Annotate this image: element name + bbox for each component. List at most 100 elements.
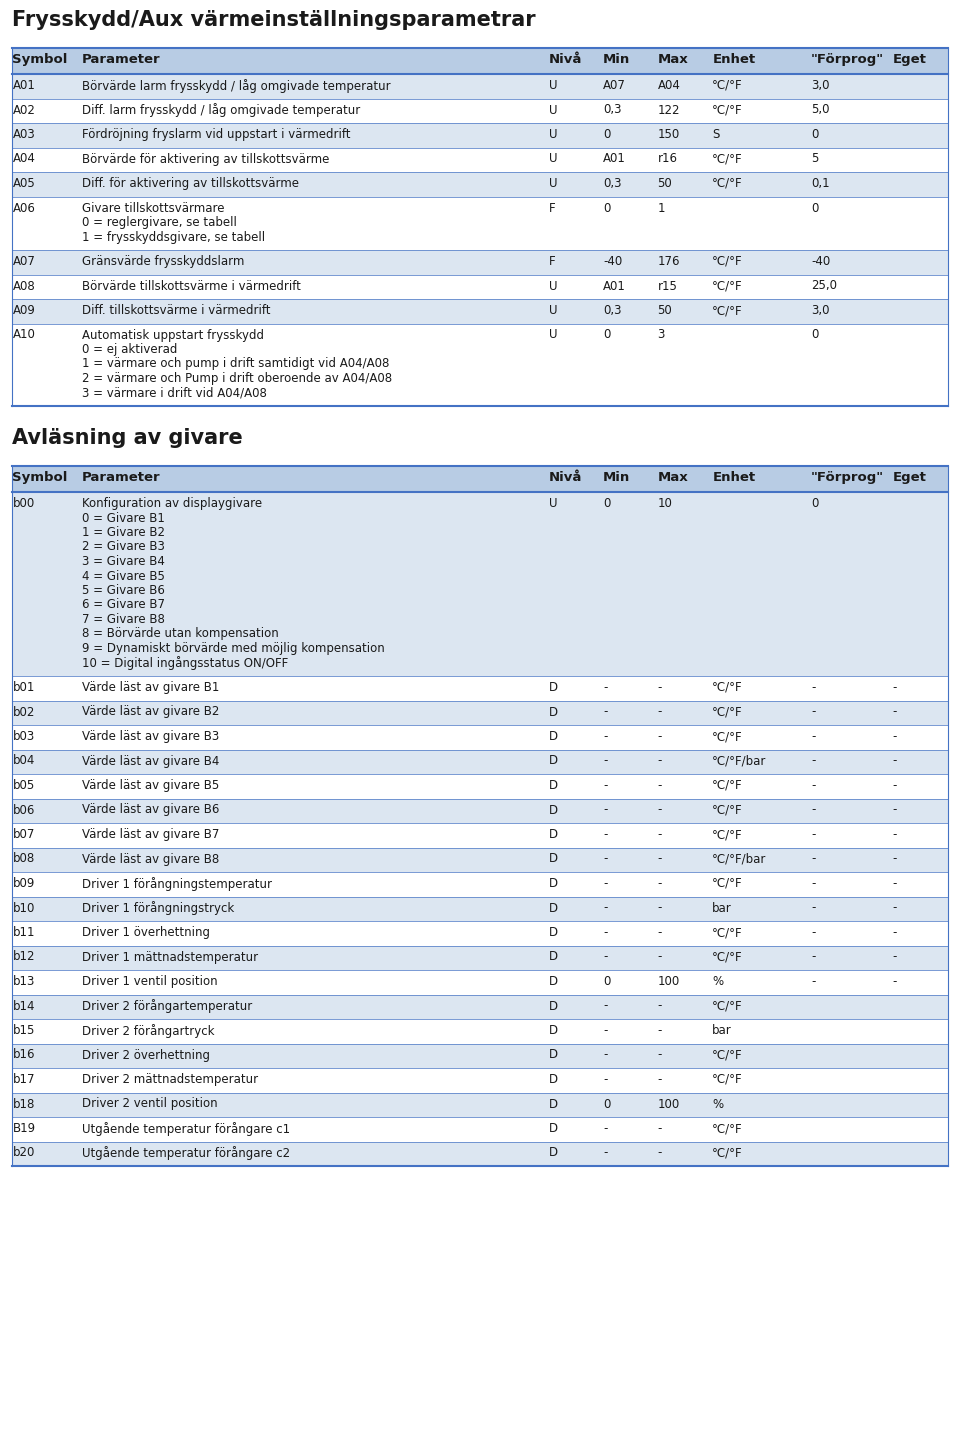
Text: Driver 2 mättnadstemperatur: Driver 2 mättnadstemperatur: [82, 1074, 257, 1087]
Text: b04: b04: [12, 755, 35, 768]
Text: -: -: [811, 951, 816, 964]
Text: 50: 50: [658, 304, 672, 317]
Text: U: U: [549, 177, 558, 190]
Text: -: -: [811, 926, 816, 939]
Text: -: -: [893, 902, 898, 915]
Text: b08: b08: [12, 853, 35, 866]
Text: "Förprog": "Förprog": [811, 470, 884, 483]
Text: %: %: [712, 1098, 724, 1111]
Text: Symbol: Symbol: [12, 470, 68, 483]
Text: -: -: [658, 926, 662, 939]
Bar: [12, 323, 948, 405]
Text: -: -: [893, 975, 898, 988]
Text: Parameter: Parameter: [82, 470, 160, 483]
Text: b10: b10: [12, 902, 35, 915]
Text: -: -: [658, 1025, 662, 1038]
Text: 3: 3: [658, 329, 665, 342]
Text: -: -: [893, 877, 898, 890]
Text: b12: b12: [12, 951, 35, 964]
Text: bar: bar: [712, 1025, 732, 1038]
Text: U: U: [549, 304, 558, 317]
Text: Driver 1 överhettning: Driver 1 överhettning: [82, 926, 209, 939]
Text: 1 = värmare och pump i drift samtidigt vid A04/A08: 1 = värmare och pump i drift samtidigt v…: [82, 358, 389, 371]
Bar: [12, 299, 948, 323]
Bar: [12, 847, 948, 872]
Bar: [12, 700, 948, 724]
Text: D: D: [549, 706, 559, 719]
Text: D: D: [549, 1074, 559, 1087]
Bar: [12, 1043, 948, 1068]
Text: 0: 0: [603, 496, 611, 509]
Text: 0 = Givare B1: 0 = Givare B1: [82, 511, 164, 524]
Text: b16: b16: [12, 1049, 35, 1062]
Bar: [12, 896, 948, 921]
Text: °C/°F/bar: °C/°F/bar: [712, 755, 767, 768]
Bar: [12, 798, 948, 823]
Bar: [12, 147, 948, 172]
Text: °C/°F: °C/°F: [712, 153, 743, 166]
Bar: [12, 823, 948, 847]
Text: 1 = Givare B2: 1 = Givare B2: [82, 527, 164, 540]
Text: °C/°F: °C/°F: [712, 1049, 743, 1062]
Bar: [12, 74, 948, 98]
Text: 100: 100: [658, 1098, 680, 1111]
Text: 50: 50: [658, 177, 672, 190]
Text: D: D: [549, 755, 559, 768]
Text: b17: b17: [12, 1074, 35, 1087]
Text: -: -: [811, 755, 816, 768]
Text: A02: A02: [12, 104, 36, 117]
Text: °C/°F: °C/°F: [712, 177, 743, 190]
Text: 0: 0: [811, 128, 819, 141]
Text: 10: 10: [658, 496, 672, 509]
Text: 0: 0: [603, 975, 611, 988]
Text: Fördröjning fryslarm vid uppstart i värmedrift: Fördröjning fryslarm vid uppstart i värm…: [82, 128, 350, 141]
Text: D: D: [549, 951, 559, 964]
Text: Värde läst av givare B3: Värde läst av givare B3: [82, 730, 219, 743]
Text: -: -: [893, 730, 898, 743]
Text: -: -: [603, 926, 608, 939]
Text: r15: r15: [658, 280, 678, 293]
Text: 1 = frysskyddsgivare, se tabell: 1 = frysskyddsgivare, se tabell: [82, 231, 265, 244]
Text: Nivå: Nivå: [549, 470, 583, 483]
Text: °C/°F: °C/°F: [712, 280, 743, 293]
Text: -: -: [658, 1123, 662, 1136]
Text: -: -: [893, 706, 898, 719]
Text: Max: Max: [658, 53, 688, 66]
Text: °C/°F: °C/°F: [712, 1147, 743, 1160]
Text: 5 = Givare B6: 5 = Givare B6: [82, 584, 164, 597]
Text: -: -: [811, 975, 816, 988]
Text: 176: 176: [658, 255, 680, 268]
Bar: [12, 970, 948, 994]
Text: 8 = Börvärde utan kompensation: 8 = Börvärde utan kompensation: [82, 628, 278, 641]
Text: -: -: [603, 1049, 608, 1062]
Text: 3 = Givare B4: 3 = Givare B4: [82, 556, 164, 569]
Text: %: %: [712, 975, 724, 988]
Text: b14: b14: [12, 1000, 35, 1013]
Text: °C/°F: °C/°F: [712, 255, 743, 268]
Text: A01: A01: [603, 153, 626, 166]
Text: U: U: [549, 104, 558, 117]
Text: -: -: [893, 804, 898, 817]
Text: F: F: [549, 202, 556, 215]
Text: Värde läst av givare B8: Värde läst av givare B8: [82, 853, 219, 866]
Text: S: S: [712, 128, 720, 141]
Text: 2 = Givare B3: 2 = Givare B3: [82, 541, 164, 554]
Text: Enhet: Enhet: [712, 470, 756, 483]
Text: -: -: [811, 828, 816, 841]
Text: 0: 0: [603, 1098, 611, 1111]
Bar: [12, 1141, 948, 1166]
Text: 0: 0: [811, 202, 819, 215]
Text: D: D: [549, 681, 559, 694]
Text: b03: b03: [12, 730, 35, 743]
Text: -: -: [811, 902, 816, 915]
Text: U: U: [549, 79, 558, 92]
Text: A07: A07: [603, 79, 626, 92]
Text: 4 = Givare B5: 4 = Givare B5: [82, 570, 164, 583]
Text: -: -: [603, 951, 608, 964]
Text: -: -: [603, 902, 608, 915]
Bar: [12, 945, 948, 970]
Bar: [12, 274, 948, 299]
Text: -: -: [658, 853, 662, 866]
Text: bar: bar: [712, 902, 732, 915]
Text: 0,3: 0,3: [603, 177, 621, 190]
